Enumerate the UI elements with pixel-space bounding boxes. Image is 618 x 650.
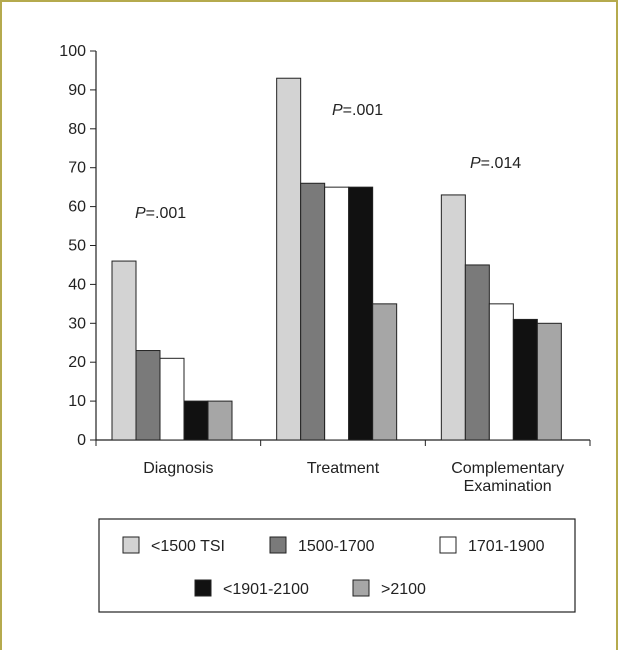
bar xyxy=(159,357,185,441)
category-label: Diagnosis xyxy=(143,460,213,477)
y-tick-label: 30 xyxy=(68,315,86,332)
legend: <1500 TSI 1500-1700 1701-1900 <1901-2100 >21… xyxy=(98,518,576,613)
y-tick-label: 0 xyxy=(77,432,86,449)
p-value-number: =.001 xyxy=(343,102,384,119)
legend-label: <1901-2100 xyxy=(223,581,309,598)
y-tick-label: 60 xyxy=(68,199,86,216)
y-tick-label: 20 xyxy=(68,354,86,371)
legend-box xyxy=(98,518,576,613)
bar xyxy=(440,194,466,441)
bar xyxy=(372,303,398,441)
bar xyxy=(536,322,562,441)
bar xyxy=(207,400,233,441)
bar xyxy=(183,400,209,441)
category-label: Treatment xyxy=(307,460,380,477)
p-value-letter: P xyxy=(332,102,343,119)
bar xyxy=(276,77,302,441)
p-value-letter: P xyxy=(135,205,146,222)
y-tick-label: 40 xyxy=(68,276,86,293)
category-label: Examination xyxy=(464,478,552,495)
y-tick-label: 100 xyxy=(59,43,86,60)
bar xyxy=(300,182,326,441)
p-value-annotation: P=.001 xyxy=(332,102,383,119)
legend-swatch xyxy=(352,579,370,597)
p-value-letter: P xyxy=(470,155,481,172)
bar xyxy=(512,318,538,441)
legend-swatch xyxy=(269,536,287,554)
bars xyxy=(111,77,562,441)
p-value-number: =.014 xyxy=(481,155,522,172)
p-value-annotation: P=.014 xyxy=(470,155,521,172)
y-tick-label: 10 xyxy=(68,393,86,410)
legend-label: 1701-1900 xyxy=(468,538,545,555)
p-value-annotation: P=.001 xyxy=(135,205,186,222)
bar xyxy=(348,186,374,441)
bar xyxy=(111,260,137,441)
legend-label: >2100 xyxy=(381,581,426,598)
legend-label: 1500-1700 xyxy=(298,538,375,555)
bar xyxy=(324,186,350,441)
bar xyxy=(488,303,514,441)
legend-swatch xyxy=(194,579,212,597)
bar xyxy=(464,264,490,441)
category-label: Complementary xyxy=(451,460,564,477)
y-tick-label: 80 xyxy=(68,121,86,138)
y-tick-label: 50 xyxy=(68,238,86,255)
p-value-number: =.001 xyxy=(146,205,187,222)
labels: Diagnosis Treatment ComplementaryExaminati… xyxy=(135,102,564,495)
legend-swatch xyxy=(122,536,140,554)
bar xyxy=(135,350,161,441)
y-tick-label: 70 xyxy=(68,160,86,177)
axes: 0 10 20 30 40 50 60 70 80 90 100 xyxy=(59,43,591,449)
legend-label: <1500 TSI xyxy=(151,538,225,555)
legend-swatch xyxy=(439,536,457,554)
y-tick-label: 90 xyxy=(68,82,86,99)
